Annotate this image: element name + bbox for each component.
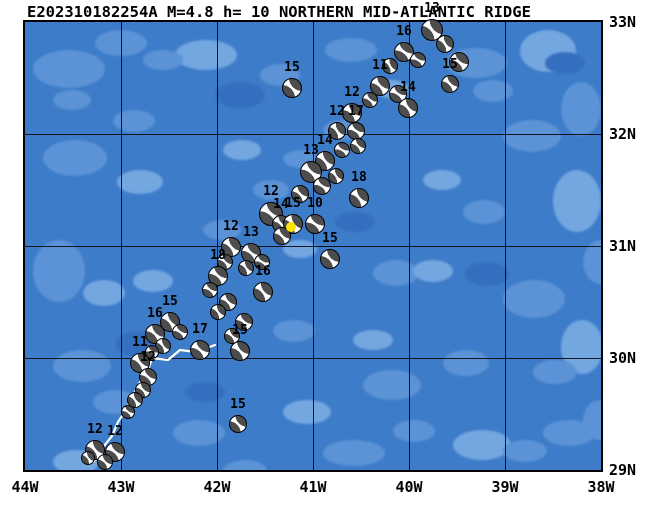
bathymetry-patch: [117, 170, 163, 194]
longitude-label: 44W: [11, 478, 39, 496]
event-depth-label: 14: [273, 197, 289, 212]
highlighted-event-dot: [286, 222, 296, 232]
bathymetry-patch: [323, 440, 385, 466]
event-depth-label: 16: [147, 306, 163, 321]
longitude-label: 42W: [203, 478, 231, 496]
plot-title: E202310182254A M=4.8 h= 10 NORTHERN MID-…: [27, 3, 531, 21]
bathymetry-patch: [33, 50, 105, 88]
bathymetry-patch: [133, 270, 173, 292]
bathymetry-patch: [363, 370, 421, 400]
bathymetry-patch: [203, 220, 241, 240]
bathymetry-patch: [253, 180, 289, 200]
longitude-label: 38W: [587, 478, 615, 496]
bathymetry-patch: [223, 460, 267, 470]
latitude-label: 31N: [609, 237, 637, 255]
event-depth-label: 15: [162, 294, 178, 309]
beachball-icon: [277, 73, 307, 103]
beachball-icon: [437, 71, 463, 97]
event-depth-label: 12: [263, 184, 279, 199]
event-depth-label: 17: [348, 104, 364, 119]
event-depth-label: 12: [107, 424, 123, 439]
event-depth-label: 15: [285, 196, 301, 211]
bathymetry-patch: [545, 52, 585, 74]
bathymetry-patch: [325, 38, 377, 62]
event-depth-label: 17: [192, 322, 208, 337]
beachball-icon: [185, 335, 215, 365]
event-depth-label: 15: [284, 60, 300, 75]
bathymetry-patch: [393, 420, 435, 442]
event-depth-label: 13: [303, 143, 319, 158]
latitude-label: 33N: [609, 13, 637, 31]
bathymetry-patch: [463, 200, 505, 224]
bathymetry-patch: [83, 280, 125, 306]
event-depth-label: 18: [210, 248, 226, 263]
beachball-icon: [225, 411, 251, 437]
bathymetry-patch: [43, 140, 107, 176]
parallel-gridline: [25, 358, 601, 359]
longitude-label: 43W: [107, 478, 135, 496]
beachball-icon: [315, 244, 345, 274]
bathymetry-patch: [335, 212, 375, 232]
bathymetry-patch: [353, 330, 393, 350]
longitude-label: 41W: [299, 478, 327, 496]
beachball-icon: [248, 277, 278, 307]
bathymetry-patch: [561, 82, 601, 136]
event-depth-label: 12: [329, 104, 345, 119]
bathymetry-patch: [283, 400, 331, 424]
event-depth-label: 13: [424, 1, 440, 16]
latitude-label: 29N: [609, 461, 637, 479]
bathymetry-patch: [453, 430, 511, 460]
bathymetry-patch: [503, 120, 561, 152]
bathymetry-patch: [423, 170, 461, 190]
bathymetry-patch: [113, 110, 155, 132]
event-depth-label: 16: [396, 24, 412, 39]
map-frame: 13 16 15 11 14 12 12 17 15 14 13 18 12 14 15 10 12 13 15 18…: [11, 2, 636, 496]
event-depth-label: 10: [307, 196, 323, 211]
event-depth-label: 18: [351, 170, 367, 185]
event-depth-label: 16: [255, 264, 271, 279]
event-depth-label: 12: [344, 85, 360, 100]
events-layer: 13 16 15 11 14 12 12 17 15 14 13 18 12 14 15 10 12 13 15 18…: [25, 2, 601, 474]
latitude-label: 32N: [609, 125, 637, 143]
bathymetry-patch: [175, 40, 237, 70]
bathymetry-patch: [503, 280, 565, 318]
event-depth-label: 11: [132, 335, 148, 350]
bathymetry-patch: [373, 260, 419, 286]
bathymetry-patch: [413, 260, 453, 282]
bathymetry-patch: [143, 50, 183, 70]
event-depth-label: 14: [317, 133, 333, 148]
longitude-label: 40W: [395, 478, 423, 496]
bathymetry-patch: [443, 350, 489, 376]
bathymetry-patch: [583, 240, 601, 284]
longitude-label: 39W: [491, 478, 519, 496]
beachball-icon: [344, 183, 374, 213]
event-depth-label: 15: [322, 231, 338, 246]
event-depth-label: 12: [87, 422, 103, 437]
bathymetry-patch: [273, 320, 315, 342]
parallel-gridline: [25, 134, 601, 135]
bathymetry-patch: [283, 240, 317, 258]
event-depth-label: 15: [230, 397, 246, 412]
bathymetry-patch: [223, 140, 261, 160]
event-depth-label: 12: [223, 219, 239, 234]
bathymetry-patch: [465, 262, 509, 286]
event-depth-label: 14: [400, 80, 416, 95]
bathymetry-patch: [503, 440, 547, 462]
event-depth-label: 11: [372, 58, 388, 73]
bathymetry-patch: [33, 240, 85, 302]
bathymetry-patch: [215, 82, 265, 108]
latitude-label: 30N: [609, 349, 637, 367]
event-depth-label: 15: [442, 57, 458, 72]
event-depth-label: 12: [140, 350, 156, 365]
event-depth-label: 15: [232, 323, 248, 338]
bathymetry-patch: [53, 90, 91, 110]
bathymetry-patch: [473, 80, 513, 102]
event-depth-label: 13: [243, 225, 259, 240]
parallel-gridline: [25, 246, 601, 247]
bathymetry-patch: [553, 170, 601, 232]
bathymetry-patch: [583, 400, 601, 440]
bathymetry-patch: [533, 360, 577, 384]
